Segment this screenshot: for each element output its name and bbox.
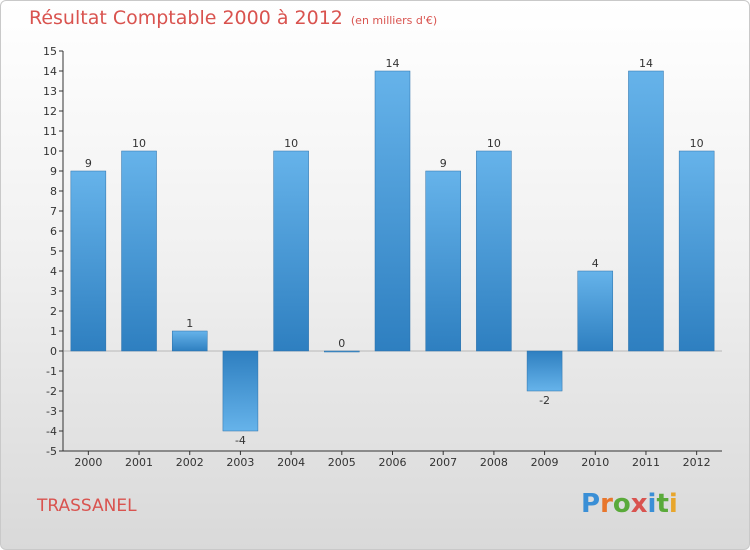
- y-tick-label: -2: [46, 385, 57, 398]
- data-label-2012: 10: [690, 137, 704, 150]
- x-tick-label-2002: 2002: [176, 456, 204, 469]
- logo-letter: r: [600, 489, 613, 519]
- data-label-2002: 1: [186, 317, 193, 330]
- y-tick-label: -4: [46, 425, 57, 438]
- proxiti-logo: Proxiti: [581, 489, 678, 519]
- y-tick-label: 11: [43, 125, 57, 138]
- bar-2003: [222, 350, 259, 432]
- y-tick-label: 8: [50, 185, 57, 198]
- y-tick-label: 9: [50, 165, 57, 178]
- bar-2006: [374, 70, 411, 352]
- data-label-2004: 10: [284, 137, 298, 150]
- logo-letter: t: [656, 489, 669, 519]
- data-label-2003: -4: [235, 434, 246, 447]
- bar-2002: [171, 330, 208, 352]
- data-label-2008: 10: [487, 137, 501, 150]
- bar-2012: [678, 150, 715, 352]
- y-tick-label: -3: [46, 405, 57, 418]
- x-tick-label-2006: 2006: [379, 456, 407, 469]
- y-tick-label: 0: [50, 345, 57, 358]
- data-label-2009: -2: [539, 394, 550, 407]
- bar-2009: [526, 350, 563, 392]
- x-tick-label-2010: 2010: [581, 456, 609, 469]
- data-label-2000: 9: [85, 157, 92, 170]
- logo-letter: i: [668, 489, 678, 519]
- data-label-2005: 0: [338, 337, 345, 350]
- town-name: TRASSANEL: [37, 496, 137, 516]
- data-label-2010: 4: [592, 257, 599, 270]
- y-tick-label: -5: [46, 445, 57, 458]
- x-tick-label-2008: 2008: [480, 456, 508, 469]
- logo-letter: P: [581, 489, 601, 519]
- data-label-2011: 14: [639, 57, 653, 70]
- bar-2000: [70, 170, 107, 352]
- logo-letter: i: [647, 489, 657, 519]
- bar-2007: [425, 170, 461, 352]
- y-tick-label: 5: [50, 245, 57, 258]
- chart-title-text: Résultat Comptable 2000 à 2012: [29, 7, 343, 29]
- data-label-2007: 9: [440, 157, 447, 170]
- x-tick-label-2007: 2007: [429, 456, 457, 469]
- y-tick-label: 15: [43, 45, 57, 58]
- data-label-2006: 14: [386, 57, 400, 70]
- y-tick-label: 10: [43, 145, 57, 158]
- y-tick-label: 14: [43, 65, 57, 78]
- bar-2005: [324, 350, 360, 353]
- logo-letter: x: [630, 489, 648, 519]
- data-label-2001: 10: [132, 137, 146, 150]
- y-tick-label: -1: [46, 365, 57, 378]
- y-tick-label: 7: [50, 205, 57, 218]
- x-tick-label-2001: 2001: [125, 456, 153, 469]
- x-tick-label-2009: 2009: [531, 456, 559, 469]
- y-tick-label: 13: [43, 85, 57, 98]
- x-tick-label-2004: 2004: [277, 456, 305, 469]
- x-tick-label-2005: 2005: [328, 456, 356, 469]
- y-tick-label: 6: [50, 225, 57, 238]
- y-tick-label: 2: [50, 305, 57, 318]
- logo-letter: o: [612, 489, 631, 519]
- x-tick-label-2012: 2012: [683, 456, 711, 469]
- y-tick-label: 12: [43, 105, 57, 118]
- chart-title: Résultat Comptable 2000 à 2012 (en millie…: [29, 7, 437, 29]
- bar-2008: [476, 150, 512, 352]
- y-tick-label: 4: [50, 265, 57, 278]
- x-tick-label-2000: 2000: [74, 456, 102, 469]
- bar-2011: [628, 70, 664, 352]
- bar-2001: [121, 150, 157, 352]
- x-tick-label-2011: 2011: [632, 456, 660, 469]
- y-tick-label: 3: [50, 285, 57, 298]
- bar-2010: [577, 270, 614, 352]
- x-tick-label-2003: 2003: [226, 456, 254, 469]
- bar-2004: [273, 150, 309, 352]
- y-tick-label: 1: [50, 325, 57, 338]
- chart-subtitle: (en milliers d'€): [350, 14, 438, 27]
